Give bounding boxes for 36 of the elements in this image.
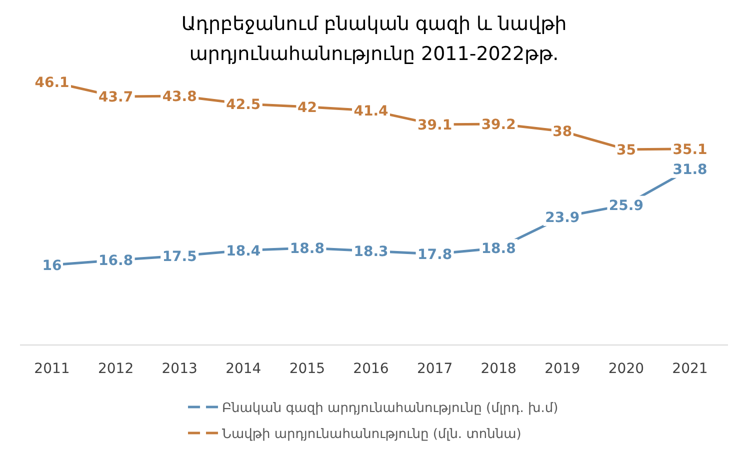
- x-tick-label: 2019: [544, 361, 580, 377]
- x-tick-label: 2012: [98, 361, 134, 377]
- data-label: 42.5: [226, 96, 261, 113]
- data-label: 42: [297, 100, 317, 116]
- data-label: 18.4: [226, 243, 261, 260]
- data-label: 39.1: [418, 118, 452, 134]
- data-label: 16.8: [98, 253, 134, 270]
- x-tick-label: 2021: [672, 361, 708, 377]
- data-label: 41.4: [354, 104, 389, 120]
- data-label: 18.3: [354, 244, 388, 260]
- x-tick-label: 2015: [289, 361, 326, 377]
- data-label: 35.1: [672, 142, 708, 158]
- data-label: 17.8: [418, 247, 452, 264]
- data-label: 38: [552, 124, 572, 140]
- x-tick-label: 2013: [162, 361, 198, 377]
- data-label: 18.8: [481, 240, 516, 257]
- data-label: 35: [616, 142, 636, 158]
- data-label: 31.8: [672, 162, 708, 178]
- data-label: 17.5: [162, 248, 197, 265]
- data-label: 18.8: [290, 240, 324, 257]
- data-label: 46.1: [34, 75, 70, 91]
- data-label: 43.7: [98, 90, 134, 106]
- legend-label: Բնական գազի արդյունահանությունը (մլրդ. խ.մ): [222, 401, 558, 416]
- data-label: 39.2: [481, 116, 516, 133]
- data-label: 25.9: [608, 198, 644, 214]
- x-tick-label: 2014: [226, 361, 262, 377]
- chart-title: Ադրբեջանում բնական գազի և նավթի արդյունահանությունը 2011-2022թթ.: [181, 13, 567, 65]
- legend-label: Նավթի արդյունահանությունը (մլն. տոննա): [222, 427, 522, 442]
- x-tick-label: 2018: [480, 361, 516, 377]
- x-tick-label: 2011: [34, 361, 70, 377]
- x-tick-label: 2020: [608, 361, 644, 377]
- x-tick-label: 2016: [353, 361, 389, 377]
- data-label: 23.9: [545, 210, 580, 226]
- data-label: 16: [42, 258, 62, 274]
- x-tick-label: 2017: [416, 361, 453, 377]
- data-label: 43.8: [162, 88, 197, 105]
